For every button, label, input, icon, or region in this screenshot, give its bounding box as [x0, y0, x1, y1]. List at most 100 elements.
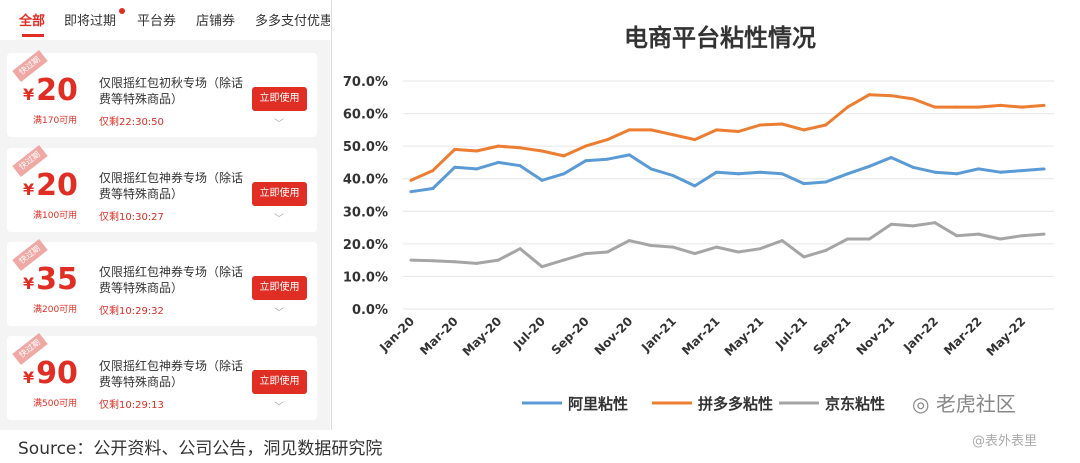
data-point	[1042, 103, 1046, 107]
y-tick-label: 40.0%	[343, 173, 388, 188]
legend-label: 京东粘性	[825, 395, 885, 413]
coupon-title: 仅限摇红包神券专场（除话费等特殊商品）	[99, 171, 244, 201]
chevron-down-icon[interactable]: ﹀	[274, 402, 284, 413]
chevron-down-icon[interactable]: ﹀	[274, 214, 284, 225]
data-point	[846, 237, 850, 241]
use-now-button[interactable]: 立即使用	[252, 370, 307, 394]
data-point	[824, 123, 828, 127]
data-point	[671, 173, 675, 177]
data-point	[409, 258, 413, 262]
tab-store[interactable]: 店铺券	[196, 14, 236, 29]
data-point	[496, 258, 500, 262]
data-point	[758, 170, 762, 174]
tab-all[interactable]: 全部	[19, 14, 46, 29]
x-tick-label: Sep-21	[810, 314, 853, 357]
data-point	[1020, 169, 1024, 173]
data-point	[933, 105, 937, 109]
data-point	[933, 221, 937, 225]
data-point	[715, 170, 719, 174]
tiger-logo-icon: ◎	[912, 392, 930, 416]
data-point	[846, 172, 850, 176]
coupon-countdown: 仅剩10:29:13	[99, 400, 164, 411]
x-tick-label: Mar-21	[679, 314, 723, 358]
data-point	[584, 252, 588, 256]
data-point	[540, 178, 544, 182]
data-point	[562, 172, 566, 176]
data-point	[889, 94, 893, 98]
data-point	[867, 93, 871, 97]
data-point	[584, 159, 588, 163]
notification-dot	[119, 8, 125, 14]
data-point	[780, 172, 784, 176]
data-point	[474, 261, 478, 265]
x-tick-label: Mar-20	[417, 314, 461, 358]
active-tab-indicator	[22, 34, 44, 37]
data-point	[540, 149, 544, 153]
coupon-card: 快过期 ¥20 满170可用 仅限摇红包初秋专场（除话费等特殊商品） 仅剩22:…	[7, 50, 317, 137]
data-point	[977, 105, 981, 109]
coupon-panel: 全部 即将过期 平台券 店铺券 多多支付优惠 快过期 ¥20 满170可用 仅限…	[0, 0, 330, 430]
data-point	[867, 237, 871, 241]
series-line	[410, 221, 1045, 269]
legend-label: 阿里粘性	[568, 395, 628, 413]
coupon-condition: 满100可用	[33, 211, 78, 221]
panel-divider	[331, 0, 332, 430]
coupon-amount: ¥90	[23, 356, 78, 391]
x-tick-label: Sep-20	[549, 314, 592, 357]
coupon-amount: ¥20	[23, 168, 78, 203]
data-point	[649, 243, 653, 247]
data-point	[693, 138, 697, 142]
chevron-down-icon[interactable]: ﹀	[274, 119, 284, 130]
series-line	[410, 93, 1045, 182]
data-point	[998, 103, 1002, 107]
data-point	[431, 259, 435, 263]
tab-platform[interactable]: 平台券	[137, 14, 177, 29]
y-tick-label: 30.0%	[343, 205, 388, 220]
y-tick-label: 50.0%	[343, 140, 388, 155]
use-now-button[interactable]: 立即使用	[252, 182, 307, 206]
data-point	[627, 239, 631, 243]
data-point	[867, 164, 871, 168]
data-point	[431, 186, 435, 190]
data-point	[933, 170, 937, 174]
x-tick-label: Jul-20	[510, 314, 548, 352]
data-point	[780, 239, 784, 243]
data-point	[627, 128, 631, 132]
data-point	[518, 247, 522, 251]
x-tick-label: Nov-21	[854, 314, 898, 358]
data-point	[584, 144, 588, 148]
coupon-title: 仅限摇红包初秋专场（除话费等特殊商品）	[99, 76, 244, 106]
x-tick-label: May-20	[460, 314, 505, 359]
data-point	[736, 129, 740, 133]
data-point	[802, 182, 806, 186]
data-point	[715, 128, 719, 132]
data-point	[758, 123, 762, 127]
line-chart: 0.0% 10.0% 20.0% 30.0% 40.0% 50.0% 60.0% 70.0% J…	[343, 75, 1054, 413]
legend-label: 拼多多粘性	[698, 395, 773, 413]
use-now-button[interactable]: 立即使用	[252, 276, 307, 300]
use-now-button[interactable]: 立即使用	[252, 87, 307, 111]
data-point	[715, 245, 719, 249]
coupon-condition: 满200可用	[33, 305, 78, 315]
data-point	[605, 138, 609, 142]
tab-payment[interactable]: 多多支付优惠	[255, 14, 330, 29]
data-point	[998, 237, 1002, 241]
coupon-title: 仅限摇红包神券专场（除话费等特殊商品）	[99, 265, 244, 295]
data-point	[977, 232, 981, 236]
data-point	[911, 224, 915, 228]
x-tick-label: Jul-21	[772, 314, 810, 352]
data-point	[409, 190, 413, 194]
data-point	[1020, 234, 1024, 238]
data-point	[998, 170, 1002, 174]
x-tick-label: Jan-21	[638, 314, 679, 355]
tab-expiring[interactable]: 即将过期	[64, 14, 117, 29]
data-point	[824, 248, 828, 252]
x-tick-label: May-22	[984, 314, 1029, 359]
coupon-card: 快过期 ¥20 满100可用 仅限摇红包神券专场（除话费等特殊商品） 仅剩10:…	[7, 145, 317, 232]
data-point	[540, 265, 544, 269]
data-point	[977, 167, 981, 171]
data-point	[736, 250, 740, 254]
watermark-logo: ◎ 老虎社区	[912, 392, 1016, 416]
chevron-down-icon[interactable]: ﹀	[274, 308, 284, 319]
data-point	[605, 250, 609, 254]
